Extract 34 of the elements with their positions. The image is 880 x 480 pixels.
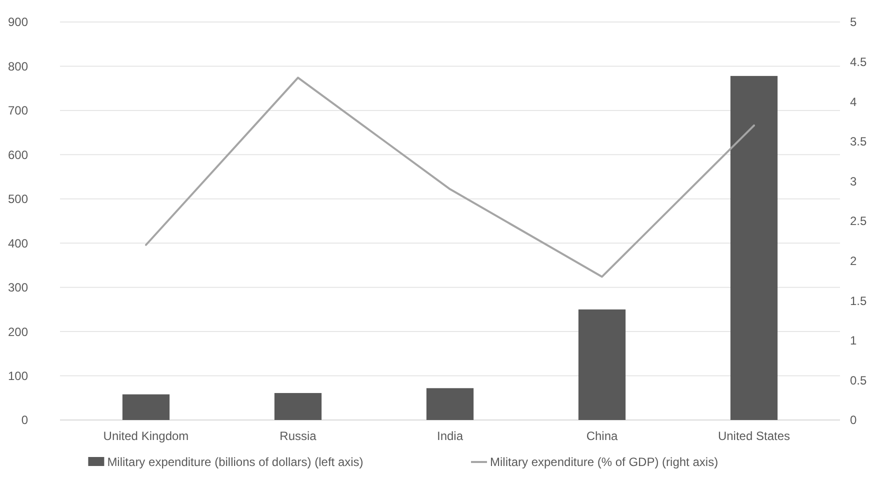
legend-label: Military expenditure (billions of dollars) (left axis) [107,455,364,469]
y2-tick-label: 2.5 [850,214,868,228]
bar [426,388,474,420]
x-tick-label: United Kingdom [103,429,189,443]
y-tick-label: 200 [8,324,28,339]
y2-tick-label: 3 [850,174,857,188]
y2-tick-label: 0.5 [850,373,868,388]
line-series [145,76,755,278]
y2-tick-label: 4 [850,94,857,109]
x-tick-label: United States [718,429,790,443]
bar [274,393,322,420]
x-tick-label: China [586,429,618,443]
y2-tick-label: 4.5 [850,55,868,69]
y2-tick-label: 2 [850,254,857,268]
y2-tick-label: 1 [850,334,857,348]
legend-label: Military expenditure (% of GDP) (right axis) [490,455,718,469]
y-tick-label: 500 [8,192,28,206]
y-tick-label: 700 [8,104,28,118]
y-tick-label: 400 [8,236,28,250]
y2-tick-label: 3.5 [850,134,868,149]
x-tick-label: Russia [280,429,317,443]
y-tick-label: 800 [8,59,28,74]
y2-tick-label: 5 [850,15,857,30]
x-tick-label: India [436,429,464,443]
y2-tick-label: 1.5 [850,294,868,308]
y-tick-label: 100 [8,368,28,383]
y2-tick-label: 0 [850,413,857,428]
y-tick-label: 900 [8,15,28,30]
y-tick-label: 600 [8,148,28,162]
y-tick-label: 300 [8,280,28,295]
bar [122,394,170,420]
bar [578,309,626,420]
bar [730,76,778,420]
y-tick-label: 0 [21,413,28,428]
